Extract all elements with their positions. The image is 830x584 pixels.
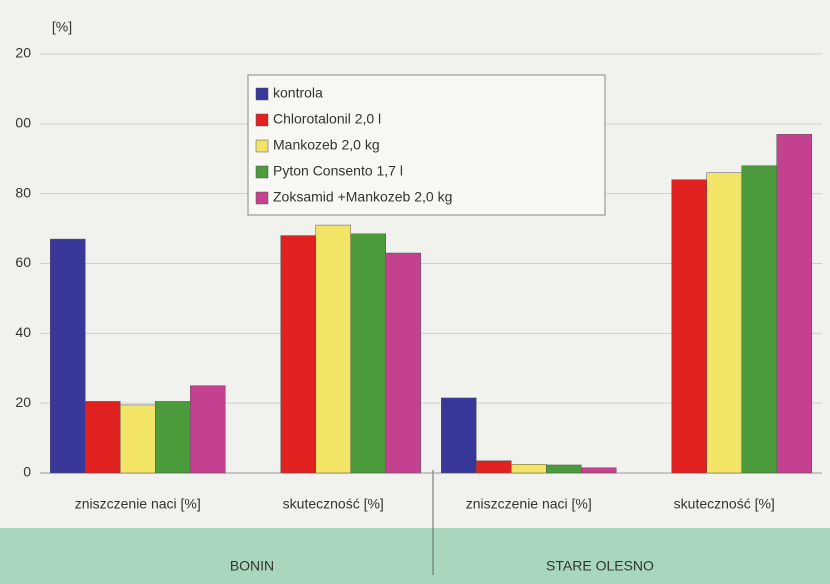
bar [350, 233, 386, 474]
group-label: STARE OLESNO [546, 558, 654, 574]
bar [441, 397, 477, 474]
y-axis-label: [%] [52, 19, 72, 35]
bar [280, 235, 316, 474]
legend-box [247, 74, 606, 216]
bar [385, 252, 421, 474]
bar [581, 467, 617, 474]
legend-swatch [255, 191, 269, 205]
bar [120, 404, 156, 474]
bar [315, 224, 351, 474]
legend-label: Zoksamid +Mankozeb 2,0 kg [273, 189, 452, 205]
y-tick-label: 20 [15, 394, 31, 410]
group-label: BONIN [230, 558, 274, 574]
bar [85, 401, 121, 474]
y-tick-label: 20 [15, 45, 31, 61]
y-tick-label: 60 [15, 254, 31, 270]
legend-swatch [255, 139, 269, 153]
legend-label: Pyton Consento 1,7 l [273, 163, 403, 179]
legend-label: Mankozeb 2,0 kg [273, 137, 380, 153]
x-tick-label: skuteczność [%] [283, 496, 384, 512]
bar [50, 238, 86, 474]
bar [155, 401, 191, 474]
legend-label: kontrola [273, 85, 323, 101]
x-tick-label: zniszczenie naci [%] [75, 496, 201, 512]
bar [190, 385, 226, 474]
y-tick-label: 0 [23, 464, 31, 480]
bar [741, 165, 777, 474]
legend-swatch [255, 113, 269, 127]
y-tick-label: 40 [15, 324, 31, 340]
x-tick-label: skuteczność [%] [674, 496, 775, 512]
legend-swatch [255, 165, 269, 179]
bar [476, 460, 512, 474]
bar [671, 179, 707, 474]
y-tick-label: 00 [15, 115, 31, 131]
bar [706, 172, 742, 474]
bar [511, 464, 547, 474]
legend-label: Chlorotalonil 2,0 l [273, 111, 381, 127]
bar [776, 134, 812, 474]
legend-swatch [255, 87, 269, 101]
bar [546, 464, 582, 474]
y-tick-label: 80 [15, 184, 31, 200]
x-tick-label: zniszczenie naci [%] [466, 496, 592, 512]
